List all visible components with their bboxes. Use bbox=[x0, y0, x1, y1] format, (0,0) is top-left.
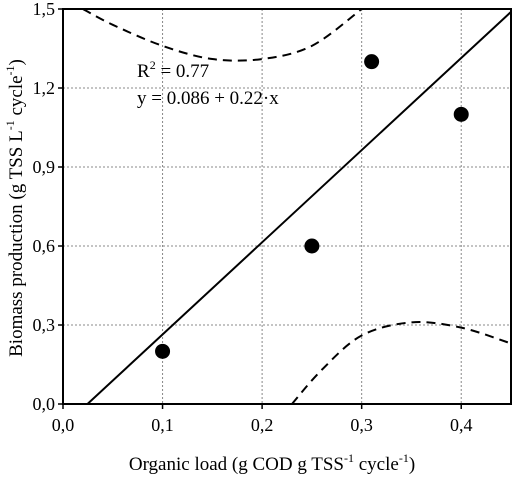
confidence-bands bbox=[82, 9, 511, 404]
y-tick-label-4: 1,2 bbox=[33, 78, 56, 98]
plot-frame bbox=[62, 8, 512, 405]
r-squared-value: = 0.77 bbox=[156, 61, 209, 82]
data-point-0 bbox=[155, 343, 171, 359]
y-axis-label-cycle: cycle bbox=[6, 75, 27, 120]
y-axis-label-sup1: -1 bbox=[3, 120, 17, 130]
y-axis-label-main: Biomass production (g TSS L bbox=[6, 130, 27, 357]
data-point-1 bbox=[304, 238, 320, 254]
x-tick-label-2: 0,2 bbox=[251, 415, 274, 435]
x-axis-label: Organic load (g COD g TSS-1 cycle-1) bbox=[129, 451, 415, 475]
x-axis-label-cycle: cycle bbox=[354, 454, 399, 475]
confidence-band-1 bbox=[291, 321, 511, 404]
r-squared-symbol: R bbox=[137, 61, 150, 82]
x-axis-ticks: 0,0 0,1 0,2 0,3 0,4 bbox=[52, 404, 473, 435]
y-axis-label: Biomass production (g TSS L-1 cycle-1) bbox=[3, 59, 27, 357]
y-axis-label-close: ) bbox=[6, 59, 27, 65]
data-point-2 bbox=[364, 54, 380, 70]
x-axis-label-main: Organic load (g COD g TSS bbox=[129, 454, 344, 475]
x-axis-label-sup1: -1 bbox=[344, 451, 354, 465]
x-tick-label-3: 0,3 bbox=[350, 415, 373, 435]
regression-equation: y = 0.086 + 0.22·x bbox=[137, 88, 279, 109]
x-axis-label-sup2: -1 bbox=[399, 451, 409, 465]
confidence-band-0 bbox=[82, 9, 363, 62]
grid-lines bbox=[63, 9, 511, 404]
r-squared-superscript: 2 bbox=[150, 58, 156, 72]
x-tick-label-1: 0,1 bbox=[151, 415, 174, 435]
r-squared-annotation: R2 = 0.77 bbox=[137, 58, 209, 82]
y-tick-label-0: 0,0 bbox=[33, 394, 56, 414]
y-axis-label-sup2: -1 bbox=[3, 65, 17, 75]
x-tick-label-0: 0,0 bbox=[52, 415, 75, 435]
y-tick-label-3: 0,9 bbox=[33, 157, 56, 177]
data-point-3 bbox=[453, 106, 469, 122]
x-tick-label-4: 0,4 bbox=[450, 415, 473, 435]
x-axis-label-close: ) bbox=[409, 454, 415, 475]
data-points bbox=[155, 54, 469, 359]
y-tick-label-5: 1,5 bbox=[33, 0, 56, 19]
y-tick-label-2: 0,6 bbox=[33, 236, 56, 256]
regression-line bbox=[85, 11, 511, 404]
y-axis-ticks: 0,0 0,3 0,6 0,9 1,2 1,5 bbox=[33, 0, 63, 414]
y-tick-label-1: 0,3 bbox=[33, 315, 56, 335]
